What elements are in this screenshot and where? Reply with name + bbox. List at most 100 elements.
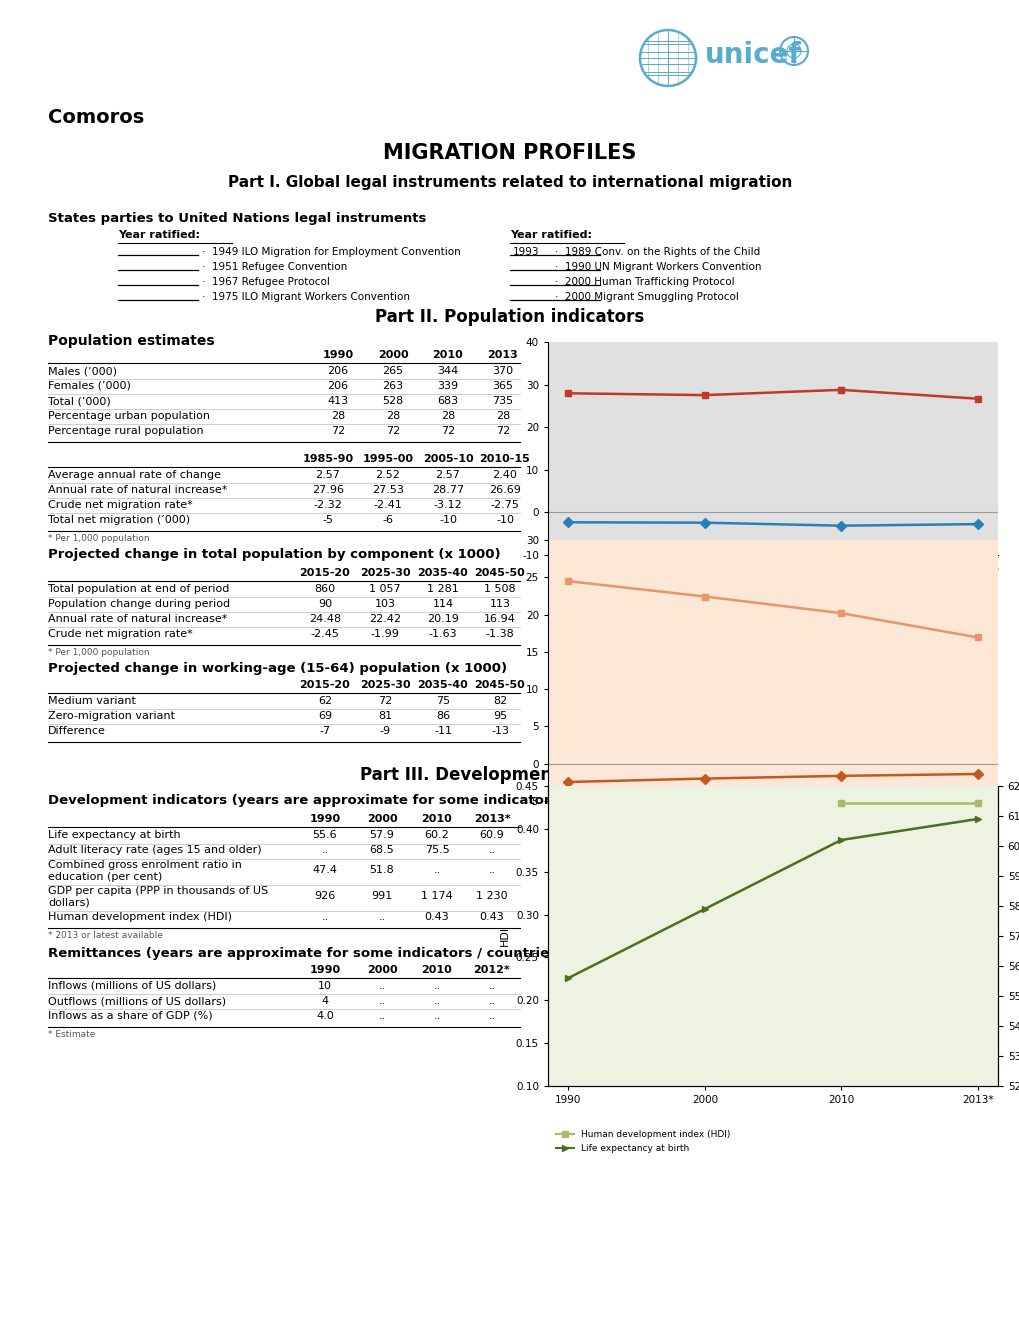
Text: 113: 113 <box>489 599 510 609</box>
Text: Projected change in total population by component (x 1000): Projected change in total population by … <box>48 548 500 561</box>
Text: Annual rate of natural increase*: Annual rate of natural increase* <box>48 484 227 495</box>
Text: Combined gross enrolment ratio in
education (per cent): Combined gross enrolment ratio in educat… <box>48 861 242 882</box>
Text: MIGRATION PROFILES: MIGRATION PROFILES <box>383 143 636 162</box>
Text: ·  2000 Human Trafficking Protocol: · 2000 Human Trafficking Protocol <box>554 277 734 286</box>
Text: 60.9: 60.9 <box>479 830 503 840</box>
Text: 1 508: 1 508 <box>484 583 516 594</box>
Text: 28: 28 <box>440 411 454 421</box>
Text: 82: 82 <box>492 696 506 706</box>
Text: 1990: 1990 <box>309 814 340 824</box>
Text: Average annual rate of change: Average annual rate of change <box>48 470 221 480</box>
Text: -7: -7 <box>319 726 330 737</box>
Text: ..: .. <box>433 865 440 875</box>
Text: 60.2: 60.2 <box>424 830 449 840</box>
Text: * 2013 or latest available: * 2013 or latest available <box>48 931 163 940</box>
Text: 2045-50: 2045-50 <box>474 680 525 690</box>
Text: Percentage rural population: Percentage rural population <box>48 426 204 436</box>
Text: -1.63: -1.63 <box>428 630 457 639</box>
Text: 926: 926 <box>314 891 335 902</box>
Text: 2013: 2013 <box>487 350 518 360</box>
Text: Crude net migration rate*: Crude net migration rate* <box>48 630 193 639</box>
Text: -11: -11 <box>433 726 451 737</box>
Text: 0.43: 0.43 <box>479 912 503 921</box>
Text: Outflows (millions of US dollars): Outflows (millions of US dollars) <box>48 997 226 1006</box>
Text: Crude net migration rate*: Crude net migration rate* <box>48 500 193 510</box>
Text: Part III. Development indicators: Part III. Development indicators <box>360 766 659 784</box>
Text: -2.75: -2.75 <box>490 500 519 510</box>
Text: Medium variant: Medium variant <box>48 696 136 706</box>
Text: 206: 206 <box>327 381 348 391</box>
Text: 1990: 1990 <box>309 965 340 975</box>
Text: ..: .. <box>488 1011 495 1020</box>
Text: 68.5: 68.5 <box>369 845 394 855</box>
Text: 2010: 2010 <box>432 350 463 360</box>
Text: 365: 365 <box>492 381 513 391</box>
Text: ..: .. <box>321 845 328 855</box>
Text: -1.99: -1.99 <box>370 630 399 639</box>
Text: 28: 28 <box>495 411 510 421</box>
Text: 20.19: 20.19 <box>427 614 459 624</box>
Text: Total (’000): Total (’000) <box>48 396 111 407</box>
Text: 1990: 1990 <box>322 350 354 360</box>
Text: 2013*: 2013* <box>473 814 510 824</box>
Text: Human development index (HDI): Human development index (HDI) <box>48 912 231 921</box>
Text: 1 174: 1 174 <box>421 891 452 902</box>
Text: 2015-20: 2015-20 <box>300 568 351 578</box>
Text: 75.5: 75.5 <box>424 845 449 855</box>
Text: 2015-20: 2015-20 <box>300 680 351 690</box>
Text: 0.43: 0.43 <box>424 912 449 921</box>
Text: 4.0: 4.0 <box>316 1011 333 1020</box>
Text: 28: 28 <box>330 411 344 421</box>
Text: 62: 62 <box>318 696 332 706</box>
Text: 683: 683 <box>437 396 459 407</box>
Text: 55.6: 55.6 <box>313 830 337 840</box>
Text: -2.32: -2.32 <box>313 500 342 510</box>
Text: 4: 4 <box>321 997 328 1006</box>
Text: 2010: 2010 <box>421 965 452 975</box>
Text: ·  1989 Conv. on the Rights of the Child: · 1989 Conv. on the Rights of the Child <box>554 247 759 257</box>
Text: 344: 344 <box>437 366 459 376</box>
Text: 72: 72 <box>377 696 391 706</box>
Text: 2045-50: 2045-50 <box>474 568 525 578</box>
Text: 1993: 1993 <box>513 247 539 257</box>
Text: 2025-30: 2025-30 <box>360 568 410 578</box>
Text: -13: -13 <box>490 726 508 737</box>
Text: ..: .. <box>488 865 495 875</box>
Text: States parties to United Nations legal instruments: States parties to United Nations legal i… <box>48 213 426 224</box>
Text: ·  1967 Refugee Protocol: · 1967 Refugee Protocol <box>202 277 329 286</box>
Text: 72: 72 <box>385 426 399 436</box>
Text: Part II. Population indicators: Part II. Population indicators <box>375 308 644 326</box>
Text: 26.69: 26.69 <box>488 484 521 495</box>
Text: 90: 90 <box>318 599 332 609</box>
Text: 10: 10 <box>318 981 331 991</box>
Text: 2035-40: 2035-40 <box>417 680 468 690</box>
Text: Total population at end of period: Total population at end of period <box>48 583 229 594</box>
Text: ..: .. <box>488 997 495 1006</box>
Text: 2025-30: 2025-30 <box>360 680 410 690</box>
Text: 206: 206 <box>327 366 348 376</box>
Text: Population estimates: Population estimates <box>48 334 214 348</box>
Text: Year ratified:: Year ratified: <box>118 230 200 240</box>
Text: Inflows (millions of US dollars): Inflows (millions of US dollars) <box>48 981 216 991</box>
Text: -2.45: -2.45 <box>310 630 339 639</box>
Text: 413: 413 <box>327 396 348 407</box>
Text: GDP per capita (PPP in thousands of US
dollars): GDP per capita (PPP in thousands of US d… <box>48 886 268 908</box>
Legend: Annual rate of natural increase*, Crude net migration rate*: Annual rate of natural increase*, Crude … <box>552 581 730 610</box>
Text: ..: .. <box>321 912 328 921</box>
Text: Remittances (years are approximate for some indicators / countries): Remittances (years are approximate for s… <box>48 946 562 960</box>
Text: 72: 72 <box>440 426 454 436</box>
Text: -9: -9 <box>379 726 390 737</box>
Text: * Per 1,000 population: * Per 1,000 population <box>48 648 150 657</box>
Text: 28.77: 28.77 <box>431 484 464 495</box>
Text: 72: 72 <box>495 426 510 436</box>
Legend: Annual rate of natural increase*, Crude net migration rate*: Annual rate of natural increase*, Crude … <box>552 840 730 870</box>
Text: ..: .. <box>488 845 495 855</box>
Text: Year ratified:: Year ratified: <box>510 230 591 240</box>
Text: ..: .. <box>433 1011 440 1020</box>
Text: -5: -5 <box>322 515 333 525</box>
Text: ·  1975 ILO Migrant Workers Convention: · 1975 ILO Migrant Workers Convention <box>202 292 410 302</box>
Text: ..: .. <box>433 997 440 1006</box>
Text: * Estimate: * Estimate <box>48 1030 96 1039</box>
Text: Females (’000): Females (’000) <box>48 381 130 391</box>
Text: ..: .. <box>488 981 495 991</box>
